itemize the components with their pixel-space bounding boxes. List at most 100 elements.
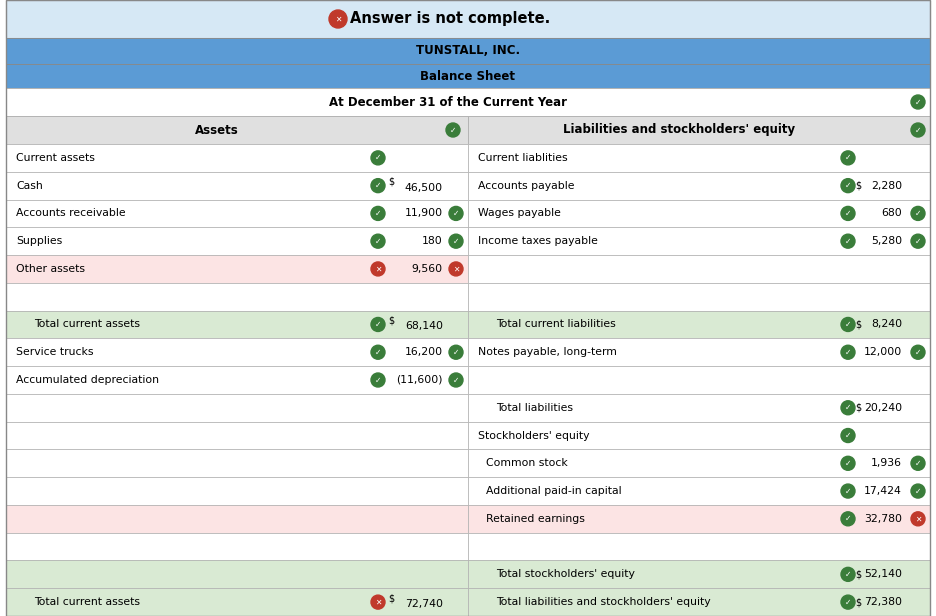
Text: TUNSTALL, INC.: TUNSTALL, INC. <box>416 44 520 57</box>
Text: Notes payable, long-term: Notes payable, long-term <box>478 347 617 357</box>
Circle shape <box>371 262 385 276</box>
Text: ✓: ✓ <box>845 598 851 607</box>
Circle shape <box>841 179 855 193</box>
Text: 11,900: 11,900 <box>405 208 443 219</box>
Circle shape <box>371 317 385 331</box>
Bar <box>6 477 468 505</box>
Text: ✓: ✓ <box>450 126 456 134</box>
Text: ✓: ✓ <box>374 320 381 329</box>
Text: $: $ <box>855 569 861 580</box>
Bar <box>6 366 468 394</box>
Text: Total stockholders' equity: Total stockholders' equity <box>496 569 635 580</box>
Bar <box>468 505 930 533</box>
Text: ✓: ✓ <box>374 181 381 190</box>
Text: ✓: ✓ <box>845 514 851 524</box>
Circle shape <box>911 345 925 359</box>
Text: 9,560: 9,560 <box>412 264 443 274</box>
Circle shape <box>449 234 463 248</box>
Text: Answer is not complete.: Answer is not complete. <box>350 12 550 26</box>
Bar <box>468 394 930 421</box>
Text: Service trucks: Service trucks <box>16 347 94 357</box>
Text: 16,200: 16,200 <box>405 347 443 357</box>
Circle shape <box>449 262 463 276</box>
Text: ✕: ✕ <box>374 598 381 607</box>
Bar <box>6 450 468 477</box>
Bar <box>468 255 930 283</box>
Circle shape <box>449 345 463 359</box>
Text: $: $ <box>388 593 394 603</box>
Bar <box>468 588 930 616</box>
Circle shape <box>371 234 385 248</box>
Bar <box>468 477 930 505</box>
Bar <box>6 200 468 227</box>
Text: ✓: ✓ <box>845 209 851 218</box>
Bar <box>6 533 468 561</box>
Text: ✓: ✓ <box>845 320 851 329</box>
Text: ✓: ✓ <box>453 209 460 218</box>
Text: 180: 180 <box>422 236 443 246</box>
Text: ✓: ✓ <box>845 570 851 579</box>
Text: ✓: ✓ <box>845 487 851 495</box>
Bar <box>6 88 930 116</box>
Text: 52,140: 52,140 <box>864 569 902 580</box>
Text: Total liabilities: Total liabilities <box>496 403 573 413</box>
Circle shape <box>911 484 925 498</box>
Circle shape <box>841 234 855 248</box>
Text: 12,000: 12,000 <box>864 347 902 357</box>
Text: $: $ <box>855 320 861 330</box>
Bar <box>468 561 930 588</box>
Circle shape <box>446 123 460 137</box>
Text: Stockholders' equity: Stockholders' equity <box>478 431 590 440</box>
Text: ✓: ✓ <box>914 348 921 357</box>
Text: Supplies: Supplies <box>16 236 63 246</box>
Text: ✓: ✓ <box>374 153 381 163</box>
Circle shape <box>329 10 347 28</box>
Bar <box>6 310 468 338</box>
Text: ✓: ✓ <box>374 237 381 246</box>
Text: Total liabilities and stockholders' equity: Total liabilities and stockholders' equi… <box>496 597 710 607</box>
Bar <box>6 255 468 283</box>
Text: 1,936: 1,936 <box>871 458 902 468</box>
Text: $: $ <box>855 403 861 413</box>
Text: ✓: ✓ <box>374 209 381 218</box>
Circle shape <box>841 206 855 221</box>
Bar <box>468 366 930 394</box>
Bar <box>6 116 468 144</box>
Bar <box>468 172 930 200</box>
Text: $: $ <box>388 315 394 325</box>
Circle shape <box>841 151 855 165</box>
Circle shape <box>841 512 855 526</box>
Text: ✓: ✓ <box>845 431 851 440</box>
Text: ✓: ✓ <box>914 97 921 107</box>
Text: Balance Sheet: Balance Sheet <box>420 70 516 83</box>
Text: 17,424: 17,424 <box>864 486 902 496</box>
Bar <box>468 283 930 310</box>
Bar <box>468 338 930 366</box>
Text: 68,140: 68,140 <box>405 322 443 331</box>
Text: 2,280: 2,280 <box>870 180 902 190</box>
Text: ✕: ✕ <box>335 15 342 23</box>
Circle shape <box>911 234 925 248</box>
Text: 20,240: 20,240 <box>864 403 902 413</box>
Circle shape <box>841 429 855 442</box>
Text: ✓: ✓ <box>914 126 921 134</box>
Circle shape <box>449 373 463 387</box>
Text: ✓: ✓ <box>845 459 851 468</box>
Text: ✓: ✓ <box>914 459 921 468</box>
Text: $: $ <box>855 597 861 607</box>
Bar <box>6 338 468 366</box>
Text: ✓: ✓ <box>914 237 921 246</box>
Text: ✕: ✕ <box>374 264 381 274</box>
Circle shape <box>841 595 855 609</box>
Text: ✓: ✓ <box>845 348 851 357</box>
Circle shape <box>841 484 855 498</box>
Circle shape <box>911 512 925 526</box>
Text: ✓: ✓ <box>453 237 460 246</box>
Circle shape <box>841 456 855 470</box>
Text: ✓: ✓ <box>453 348 460 357</box>
Bar <box>468 227 930 255</box>
Text: Retained earnings: Retained earnings <box>486 514 585 524</box>
Circle shape <box>371 179 385 193</box>
Text: 5,280: 5,280 <box>870 236 902 246</box>
Circle shape <box>371 206 385 221</box>
